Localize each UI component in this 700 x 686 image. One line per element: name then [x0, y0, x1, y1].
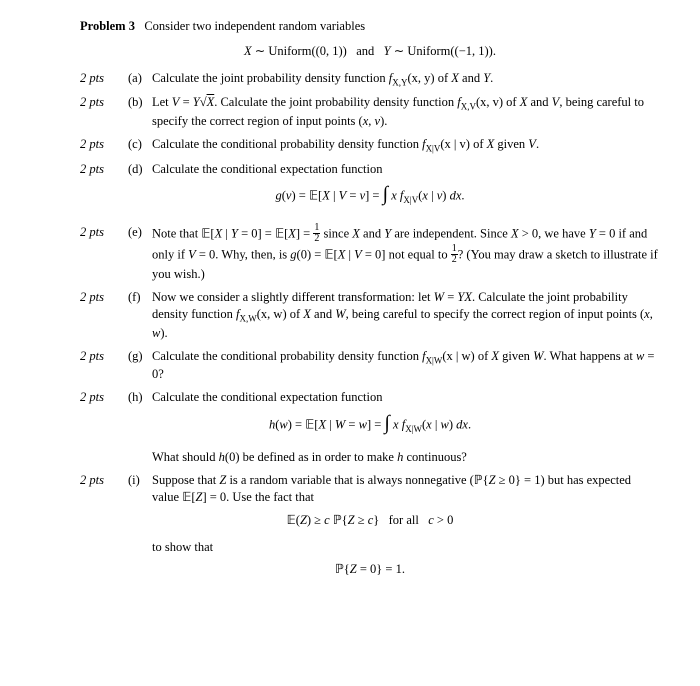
equation-z: ℙ{Z = 0} = 1.	[80, 561, 660, 578]
part-e: 2 pts (e) Note that 𝔼[X | Y = 0] = 𝔼[X] …	[80, 224, 660, 283]
fn-args: (x, y)	[408, 71, 435, 85]
text: Calculate the joint probability density …	[152, 71, 389, 85]
points-d: 2 pts	[80, 161, 128, 178]
points-b: 2 pts	[80, 94, 128, 130]
part-b: 2 pts (b) Let V = Y√X. Calculate the joi…	[80, 94, 660, 130]
part-d: 2 pts (d) Calculate the conditional expe…	[80, 161, 660, 178]
content-a: Calculate the joint probability density …	[152, 70, 660, 89]
label-f: (f)	[128, 289, 152, 341]
den: 2	[313, 234, 320, 244]
equation-distributions: X ∼ Uniform((0, 1)) and Y ∼ Uniform((−1,…	[80, 43, 660, 60]
fn-args: (x | w)	[442, 349, 474, 363]
label-h: (h)	[128, 389, 152, 406]
content-f: Now we consider a slightly different tra…	[152, 289, 660, 341]
problem-header: Problem 3 Consider two independent rando…	[80, 18, 660, 35]
fn-sub: X|V	[426, 143, 441, 153]
text: . Calculate the joint probability densit…	[214, 95, 457, 109]
sub: X|V	[403, 195, 418, 205]
label-d: (d)	[128, 161, 152, 178]
content-g: Calculate the conditional probability de…	[152, 348, 660, 384]
content-d: Calculate the conditional expectation fu…	[152, 161, 660, 178]
content-h: Calculate the conditional expectation fu…	[152, 389, 660, 406]
label-b: (b)	[128, 94, 152, 130]
points-f: 2 pts	[80, 289, 128, 341]
fraction-half: 12	[313, 223, 320, 244]
equation-h: h(w) = 𝔼[X | W = w] = ∫ x fX|W(x | w) dx…	[80, 412, 660, 439]
content-c: Calculate the conditional probability de…	[152, 136, 660, 155]
text: What should h(0) be defined as in order …	[152, 450, 467, 464]
label-c: (c)	[128, 136, 152, 155]
fn-sub: X,V	[461, 102, 476, 112]
fn-args: (x, w)	[257, 307, 287, 321]
fn-sub: X,Y	[392, 77, 407, 87]
text: Calculate the conditional probability de…	[152, 349, 422, 363]
label-i: (i)	[128, 472, 152, 506]
equation-g: g(v) = 𝔼[X | V = v] = ∫ x fX|V(x | v) dx…	[80, 183, 660, 210]
part-a: 2 pts (a) Calculate the joint probabilit…	[80, 70, 660, 89]
points-a: 2 pts	[80, 70, 128, 89]
points-g: 2 pts	[80, 348, 128, 384]
text: of X given V.	[470, 137, 539, 151]
fn-sub: X|W	[426, 355, 443, 365]
den: 2	[451, 255, 458, 265]
part-h: 2 pts (h) Calculate the conditional expe…	[80, 389, 660, 406]
fn-args: (x, v)	[476, 95, 503, 109]
fn-sub: X,W	[240, 314, 257, 324]
text: Note that 𝔼[X | Y = 0] = 𝔼[X] =	[152, 227, 313, 241]
part-g: 2 pts (g) Calculate the conditional prob…	[80, 348, 660, 384]
content-e: Note that 𝔼[X | Y = 0] = 𝔼[X] = 12 since…	[152, 224, 660, 283]
fn-args: (x | v)	[440, 137, 470, 151]
points-h: 2 pts	[80, 389, 128, 406]
part-i: 2 pts (i) Suppose that Z is a random var…	[80, 472, 660, 506]
text: Suppose that Z is a random variable that…	[152, 473, 631, 504]
problem-label: Problem 3	[80, 19, 135, 33]
points-i: 2 pts	[80, 472, 128, 506]
text: of X and Y.	[435, 71, 494, 85]
fraction-half-2: 12	[451, 244, 458, 265]
points-e: 2 pts	[80, 224, 128, 283]
label-g: (g)	[128, 348, 152, 384]
problem-intro: Consider two independent random variable…	[144, 19, 365, 33]
part-h-followup: What should h(0) be defined as in order …	[152, 449, 660, 466]
problem-page: Problem 3 Consider two independent rando…	[0, 0, 700, 598]
part-f: 2 pts (f) Now we consider a slightly dif…	[80, 289, 660, 341]
equation-markov: 𝔼(Z) ≥ c ℙ{Z ≥ c} for all c > 0	[80, 512, 660, 529]
sub: X|W	[405, 424, 422, 434]
text: Calculate the conditional probability de…	[152, 137, 422, 151]
content-i: Suppose that Z is a random variable that…	[152, 472, 660, 506]
label-e: (e)	[128, 224, 152, 283]
text: Let V = Y√X	[152, 95, 214, 109]
label-a: (a)	[128, 70, 152, 89]
part-c: 2 pts (c) Calculate the conditional prob…	[80, 136, 660, 155]
points-c: 2 pts	[80, 136, 128, 155]
content-b: Let V = Y√X. Calculate the joint probabi…	[152, 94, 660, 130]
part-i-followup: to show that	[152, 539, 660, 556]
